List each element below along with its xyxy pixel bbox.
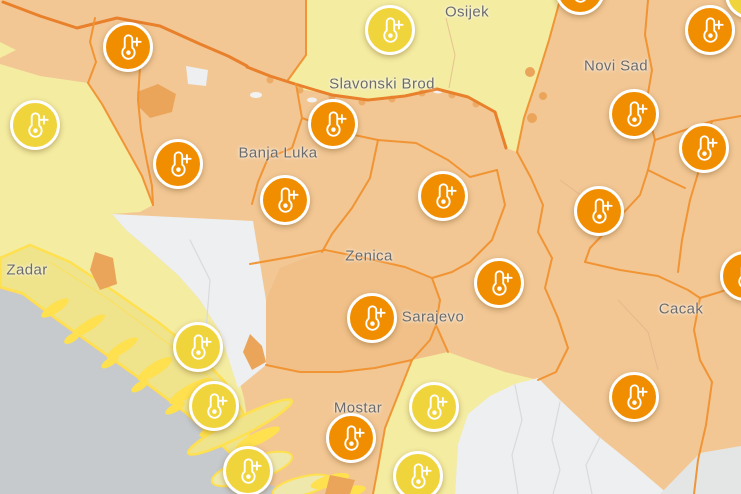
thermometer-plus-icon — [241, 458, 262, 484]
high-temperature-warning-icon[interactable] — [173, 322, 223, 372]
thermometer-plus-icon — [383, 17, 404, 43]
thermometer-plus-icon — [627, 101, 648, 127]
region-no-warning-central — [112, 214, 266, 388]
thermometer-plus-icon — [121, 34, 142, 60]
high-temperature-warning-icon[interactable] — [474, 258, 524, 308]
thermometer-plus-icon — [278, 187, 299, 213]
region-neighbor-gray-corner — [660, 446, 741, 494]
thermometer-plus-icon — [735, 0, 741, 9]
high-temperature-warning-icon[interactable] — [574, 186, 624, 236]
high-temperature-warning-icon[interactable] — [409, 382, 459, 432]
region-yellow-sliver — [0, 42, 16, 58]
thermometer-plus-icon — [627, 384, 648, 410]
thermometer-plus-icon — [191, 334, 212, 360]
high-temperature-warning-icon[interactable] — [189, 381, 239, 431]
thermometer-plus-icon — [738, 266, 741, 288]
high-temperature-warning-icon[interactable] — [223, 446, 273, 494]
thermometer-plus-icon — [436, 183, 457, 209]
thermometer-plus-icon — [171, 151, 192, 177]
high-temperature-warning-icon[interactable] — [393, 451, 443, 494]
region-no-warning-southeast — [455, 378, 668, 494]
high-temperature-warning-icon[interactable] — [347, 293, 397, 343]
high-temperature-warning-icon[interactable] — [685, 5, 735, 55]
thermometer-plus-icon — [703, 17, 724, 43]
thermometer-plus-icon — [28, 112, 49, 138]
high-temperature-warning-icon[interactable] — [103, 22, 153, 72]
high-temperature-warning-icon[interactable] — [153, 139, 203, 189]
thermometer-plus-icon — [411, 463, 432, 489]
thermometer-plus-icon — [365, 305, 386, 331]
high-temperature-warning-icon[interactable] — [418, 171, 468, 221]
region-no-warning-small — [186, 66, 208, 86]
thermometer-plus-icon — [326, 111, 347, 137]
high-temperature-warning-icon[interactable] — [679, 123, 729, 173]
thermometer-plus-icon — [574, 0, 586, 3]
thermometer-plus-icon — [697, 135, 718, 161]
thermometer-plus-icon — [592, 198, 613, 224]
high-temperature-warning-icon[interactable] — [308, 99, 358, 149]
high-temperature-warning-icon[interactable] — [609, 372, 659, 422]
high-temperature-warning-icon[interactable] — [609, 89, 659, 139]
high-temperature-warning-icon[interactable] — [10, 100, 60, 150]
country-borders — [1, 0, 713, 494]
high-temperature-warning-icon[interactable] — [326, 413, 376, 463]
thermometer-plus-icon — [344, 425, 365, 451]
thermometer-plus-icon — [427, 394, 448, 420]
thermometer-plus-icon — [207, 393, 228, 419]
thermometer-plus-icon — [492, 270, 513, 296]
high-temperature-warning-icon[interactable] — [260, 175, 310, 225]
high-temperature-warning-icon[interactable] — [365, 5, 415, 55]
region-slavonia-yellow — [288, 0, 560, 152]
